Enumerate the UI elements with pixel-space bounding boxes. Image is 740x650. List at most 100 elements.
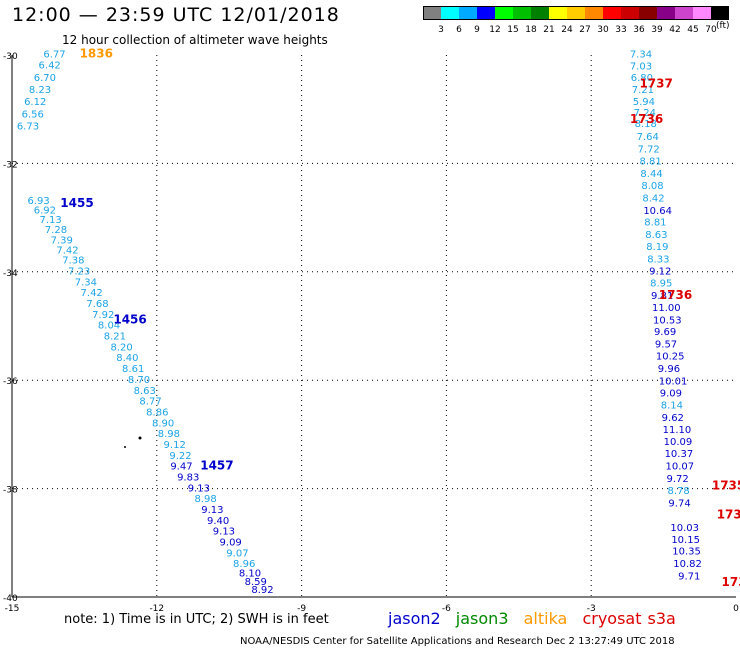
swh-value: 8.21: [104, 332, 126, 343]
color-scale-label: 6: [456, 25, 462, 35]
pass-time-label: 1736: [659, 288, 692, 302]
swh-value: 10.01: [659, 377, 688, 388]
color-swatch: [693, 6, 711, 20]
color-scale-label: 45: [687, 25, 698, 35]
swh-value: 9.12: [164, 440, 186, 451]
swh-value: 10.35: [672, 547, 701, 558]
swh-value: 8.10: [239, 568, 261, 579]
color-scale-label: 36: [633, 25, 645, 35]
color-swatch: [495, 6, 513, 20]
color-scale-label: 27: [579, 25, 590, 35]
lon-label: 0: [733, 604, 739, 614]
map-title: 12:00 — 23:59 UTC 12/01/2018: [12, 4, 340, 26]
swh-value: 9.07: [226, 548, 248, 559]
pass-time-label: 1737: [639, 77, 672, 91]
swh-value: 8.18: [635, 119, 657, 130]
swh-value: 8.81: [639, 156, 661, 167]
map-subtitle: 12 hour collection of altimeter wave hei…: [62, 33, 328, 47]
swh-value: 7.34: [75, 277, 97, 288]
lon-label: -6: [442, 604, 451, 614]
swh-value: 9.13: [201, 505, 223, 516]
swh-value: 7.64: [637, 132, 659, 143]
swh-value: 6.70: [34, 73, 56, 84]
swh-value: 9.83: [177, 472, 199, 483]
swh-value: 7.39: [51, 236, 73, 247]
swh-value: 7.42: [81, 288, 103, 299]
pass-time-label: 1456: [113, 312, 146, 326]
color-scale-label: 21: [543, 25, 554, 35]
pass-time-label: 1455: [60, 196, 93, 210]
swh-value: 11.10: [663, 425, 692, 436]
swh-value: 8.92: [251, 585, 273, 596]
swh-value: 9.12: [649, 267, 671, 278]
swh-value: 9.22: [169, 451, 191, 462]
swh-value: 7.92: [92, 310, 114, 321]
color-swatch: [477, 6, 495, 20]
pass-time-label: 1735: [712, 479, 740, 493]
lon-label: -12: [149, 604, 164, 614]
swh-value: 9.09: [660, 388, 682, 399]
swh-value: 7.24: [634, 108, 656, 119]
swh-value: 7.21: [632, 85, 654, 96]
pass-time-label: 1734: [717, 507, 740, 521]
pass-time-label: 1457: [200, 459, 233, 473]
swh-value: 10.07: [666, 462, 695, 473]
swh-value: 8.40: [116, 353, 138, 364]
color-scale-bar: 3 6 9 12 15 18 21 24 27 30 33 36 39 42 45 70: [423, 6, 729, 35]
color-scale-label: 33: [615, 25, 626, 35]
swh-value: 9.13: [213, 527, 235, 538]
swh-value: 10.53: [653, 315, 682, 326]
swh-value: 10.82: [673, 559, 702, 570]
color-swatch: [639, 6, 657, 20]
swh-value: 8.19: [646, 242, 668, 253]
legend-jason2: jason2: [388, 609, 441, 628]
swh-value: 8.42: [642, 193, 664, 204]
swh-value: 11.00: [652, 303, 681, 314]
swh-value: 8.20: [110, 342, 132, 353]
lat-label: -40: [3, 594, 18, 604]
color-swatch: [549, 6, 567, 20]
swh-value: 10.64: [643, 206, 672, 217]
swh-value: 7.68: [86, 299, 108, 310]
lat-label: -34: [3, 269, 18, 279]
color-swatch: [459, 6, 477, 20]
swh-value: 6.56: [22, 109, 44, 120]
color-swatch: [513, 6, 531, 20]
swh-value: 7.03: [630, 62, 652, 73]
swh-value: 8.61: [122, 364, 144, 375]
swh-value: 10.15: [671, 535, 700, 546]
swh-value: 8.98: [194, 494, 216, 505]
color-scale-label: 42: [669, 25, 680, 35]
swh-value: 10.37: [665, 449, 694, 460]
lat-label: -36: [3, 377, 18, 387]
swh-value: 8.81: [644, 218, 666, 229]
swh-value: 8.77: [139, 397, 161, 408]
swh-value: 9.69: [654, 327, 676, 338]
swh-value: 7.13: [40, 215, 62, 226]
swh-value: 8.98: [158, 429, 180, 440]
satellite-legend: jason2 jason3 altika cryosat s3a: [388, 609, 686, 628]
swh-value: 6.12: [24, 97, 46, 108]
swh-value: 6.80: [631, 73, 653, 84]
swh-value: 8.90: [152, 418, 174, 429]
swh-value: 5.94: [633, 97, 655, 108]
swh-value: 10.09: [664, 437, 693, 448]
swh-value: 8.04: [98, 321, 120, 332]
swh-value: 8.70: [128, 375, 150, 386]
lon-label: -9: [297, 604, 306, 614]
legend-jason3: jason3: [455, 609, 509, 628]
swh-value: 9.72: [666, 474, 688, 485]
swh-value: 8.63: [645, 230, 667, 241]
swh-value: 8.95: [650, 278, 672, 289]
color-scale-label: 24: [561, 25, 573, 35]
swh-value: 9.81: [651, 291, 673, 302]
footer-note: note: 1) Time is in UTC; 2) SWH is in fe…: [64, 612, 329, 627]
swh-value: 7.38: [62, 256, 84, 267]
color-swatch: [657, 6, 675, 20]
swh-value: 8.23: [29, 85, 51, 96]
swh-value: 6.77: [43, 50, 65, 61]
legend-cryosat: cryosat: [582, 609, 642, 628]
legend-altika: altika: [523, 609, 568, 628]
color-scale-label: 18: [525, 25, 537, 35]
wave-height-map: -30-32-34-36-38-40-15 -12 -9 -6 -3 06.776.426…: [3, 47, 740, 614]
